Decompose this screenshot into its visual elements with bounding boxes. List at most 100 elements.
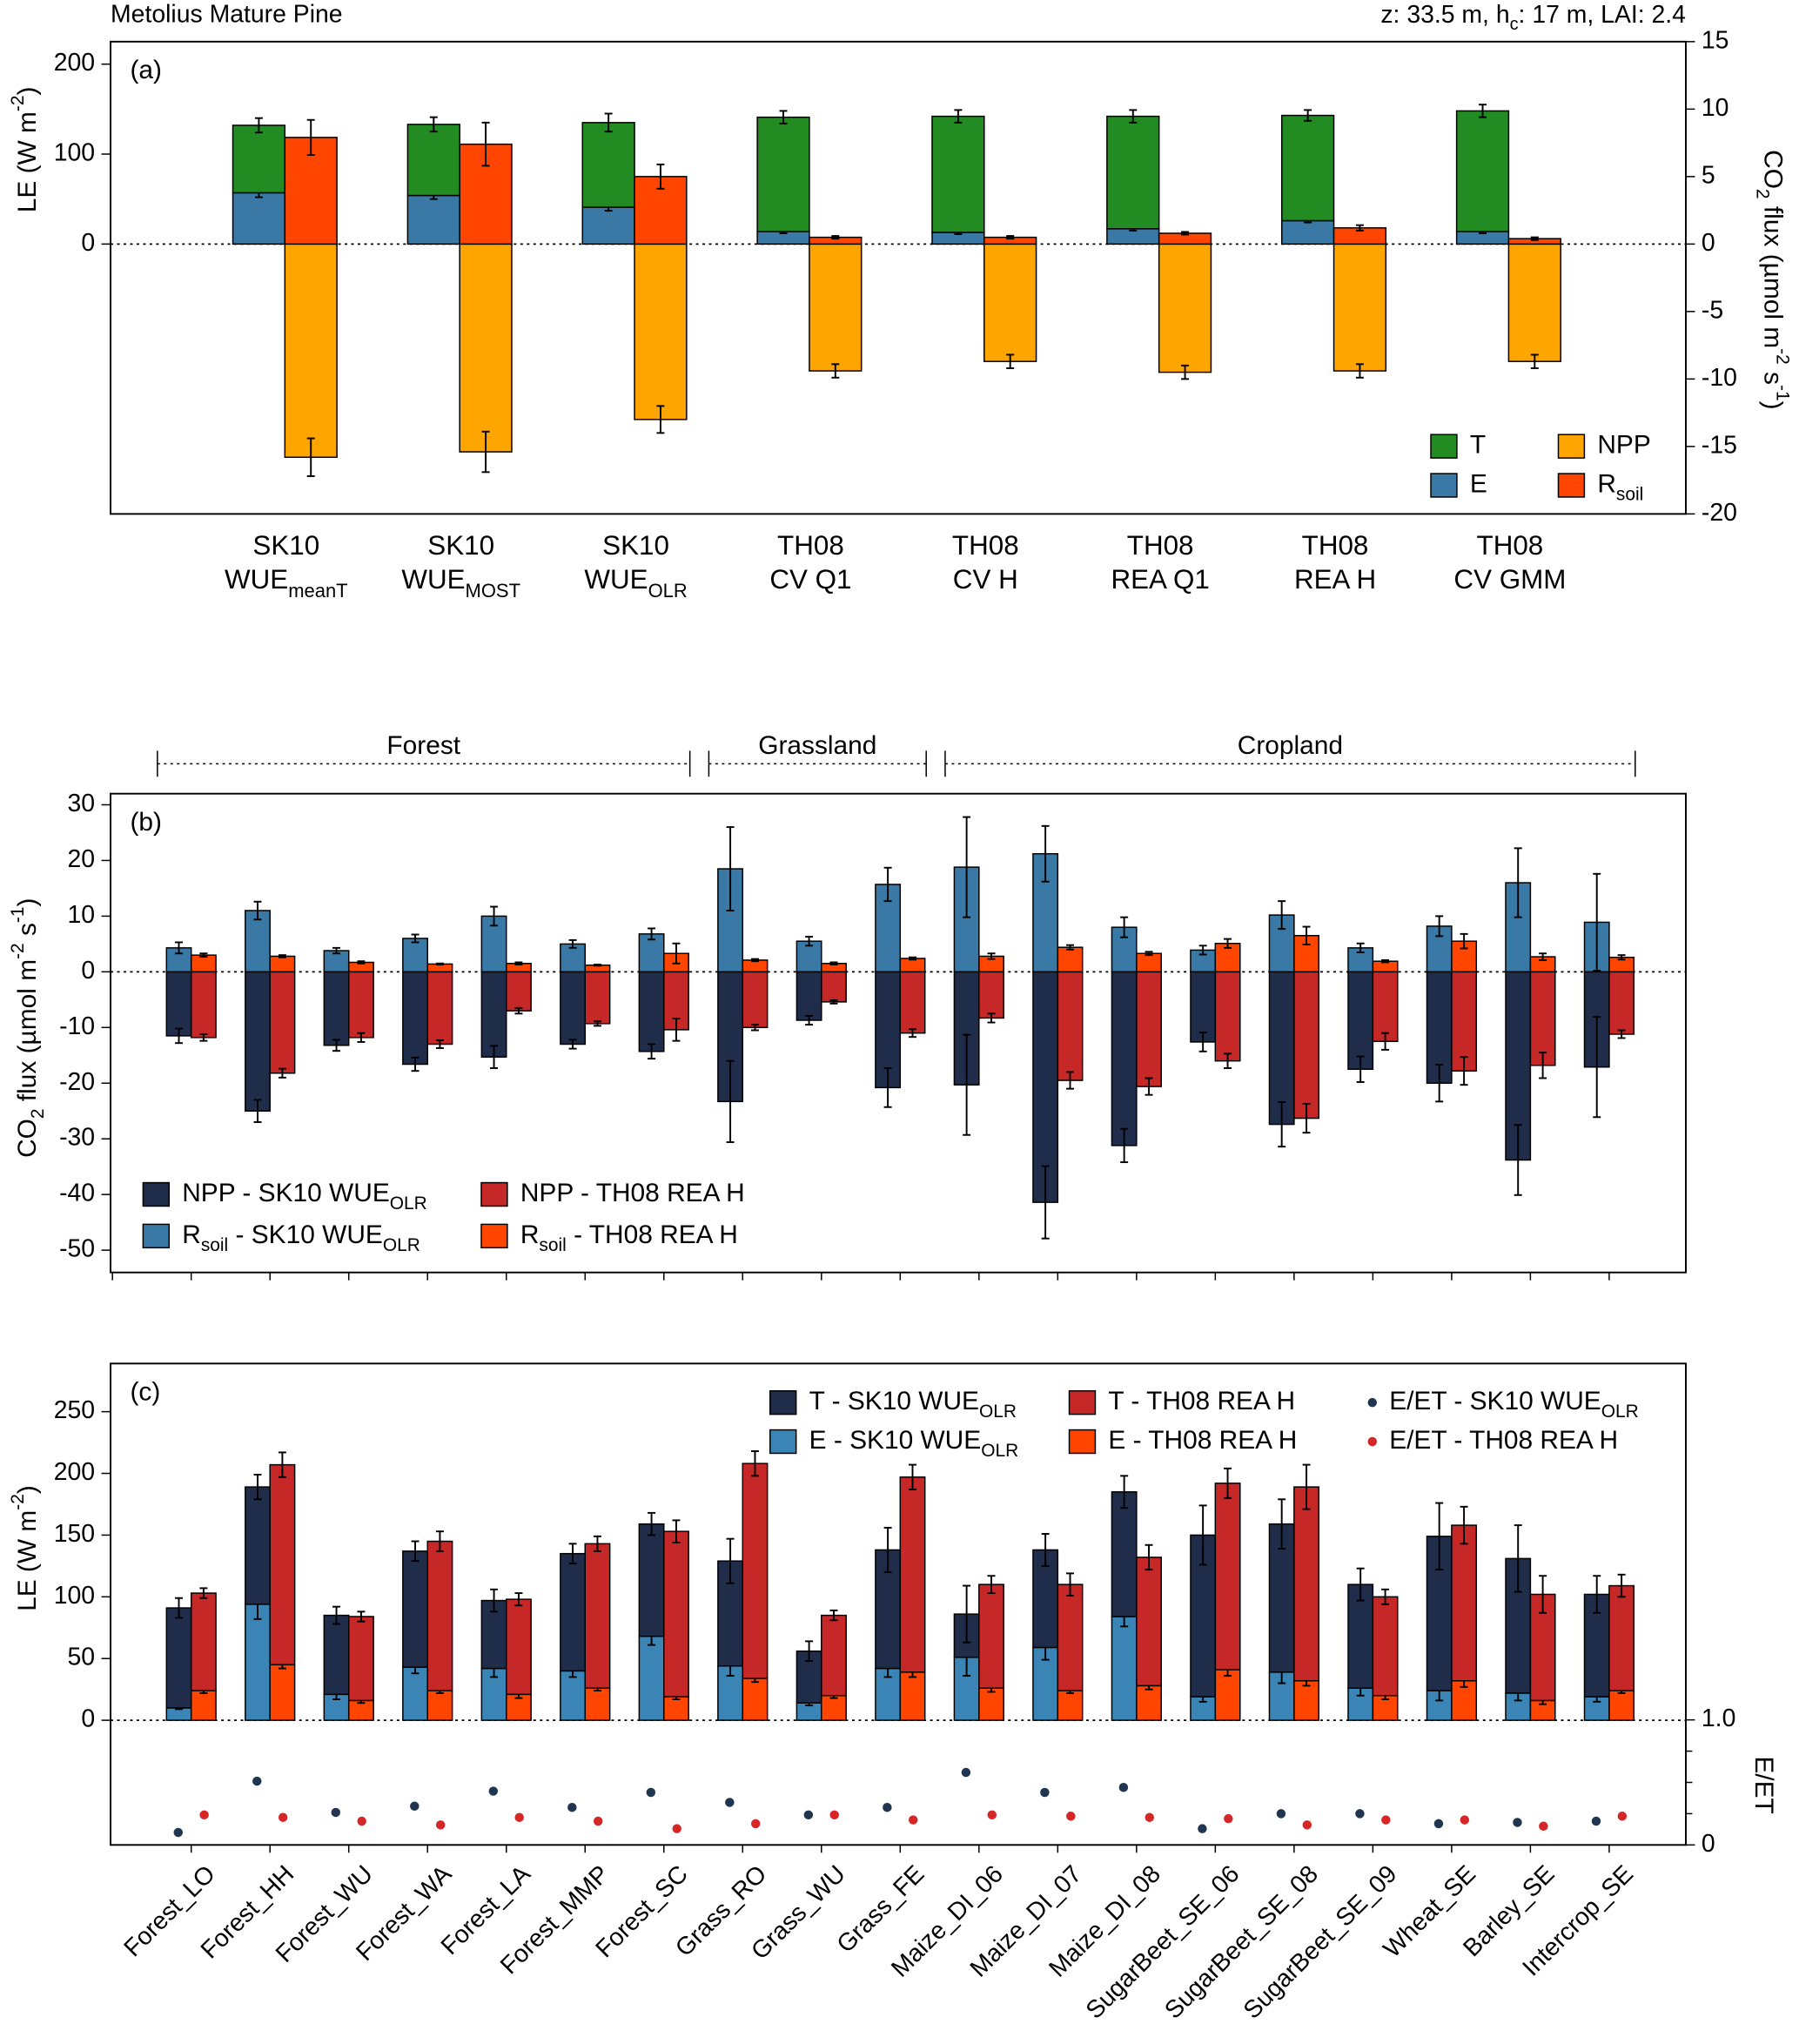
error-bar xyxy=(435,1530,444,1552)
legend-swatch xyxy=(769,1429,797,1455)
error-bar xyxy=(604,112,613,133)
text-part: R xyxy=(182,1220,201,1249)
error-bar xyxy=(909,1463,916,1490)
subscript: 2 xyxy=(1753,189,1773,199)
bar-segment xyxy=(459,243,513,453)
error-bar xyxy=(1539,1052,1547,1079)
error-bar xyxy=(253,900,262,921)
error-bar xyxy=(1302,1102,1311,1134)
error-bar xyxy=(1356,1567,1365,1602)
text-part: z: 33.5 m, h xyxy=(1380,0,1509,28)
bar-segment xyxy=(1057,946,1084,973)
bar-segment xyxy=(978,971,1004,1019)
subscript: soil xyxy=(1616,485,1643,505)
bar-segment xyxy=(1136,1684,1162,1721)
point xyxy=(278,1812,288,1822)
y-tick-label: -30 xyxy=(59,1124,95,1152)
bar-segment xyxy=(581,206,635,245)
error-bar xyxy=(1278,1498,1286,1550)
bar-segment xyxy=(899,958,926,973)
legend-label: Rsoil xyxy=(1597,469,1643,504)
text-part: s xyxy=(1759,365,1788,385)
text-part: LE (W m xyxy=(13,111,42,212)
error-bar xyxy=(1198,1504,1207,1566)
y-tick-label: 30 xyxy=(68,790,96,817)
bar-segment xyxy=(190,1592,217,1691)
y-tick-label: -10 xyxy=(59,1012,95,1040)
error-bar xyxy=(1120,916,1129,938)
text-part: WUE xyxy=(401,564,465,595)
bar-segment xyxy=(1214,971,1241,1062)
bar-segment xyxy=(245,1486,271,1605)
error-bar xyxy=(750,1450,759,1477)
bar-segment xyxy=(402,1666,428,1721)
error-bar xyxy=(1617,1029,1626,1039)
error-bar xyxy=(357,1032,366,1043)
y-tick-label: 100 xyxy=(54,139,95,167)
point xyxy=(488,1786,499,1796)
error-bar xyxy=(909,956,916,961)
bar-segment xyxy=(638,1523,665,1637)
x-tick-label: TH08 xyxy=(952,531,1019,561)
error-bar xyxy=(1530,236,1539,241)
bar-segment xyxy=(742,1678,769,1721)
bar-segment xyxy=(1190,971,1217,1043)
point xyxy=(357,1816,366,1826)
bar-segment xyxy=(978,1687,1004,1721)
bar-segment xyxy=(480,971,507,1058)
error-bar xyxy=(672,1018,681,1042)
group-label: Cropland xyxy=(1238,731,1343,760)
y-tick-label: 0 xyxy=(81,957,95,985)
bar-segment xyxy=(663,1696,689,1721)
chart-subtitle: z: 33.5 m, hc: 17 m, LAI: 2.4 xyxy=(1380,0,1686,34)
y-tick-label: 200 xyxy=(54,49,95,77)
text-part: TH08 xyxy=(1477,531,1544,561)
text-part: TH08 xyxy=(952,531,1019,561)
y-tick-label: 250 xyxy=(54,1396,95,1424)
error-bar xyxy=(1066,944,1075,951)
text-part: CV Q1 xyxy=(769,564,851,595)
text-part: SK10 xyxy=(427,531,494,561)
bar-segment xyxy=(1332,243,1387,372)
bar-segment xyxy=(1111,1491,1138,1617)
legend-label: NPP - TH08 REA H xyxy=(520,1179,745,1207)
bar-segment xyxy=(506,971,532,1012)
error-bar xyxy=(1145,951,1153,957)
bar-segment xyxy=(269,1664,296,1721)
superscript: -2 xyxy=(8,1494,28,1510)
y2-tick-label: 0 xyxy=(1702,229,1715,257)
legend-swatch xyxy=(1557,434,1586,459)
legend-swatch xyxy=(1557,473,1586,498)
text-part: SK10 xyxy=(252,531,319,561)
error-bar xyxy=(1198,945,1207,956)
subscript: OLR xyxy=(648,580,688,602)
error-bar xyxy=(1224,1467,1232,1499)
error-bar xyxy=(306,437,315,477)
text-part: CV GMM xyxy=(1453,564,1566,595)
bar-segment xyxy=(1136,971,1162,1087)
text-part: flux (µmol m xyxy=(13,959,42,1109)
legend-label: E/ET - TH08 REA H xyxy=(1389,1426,1618,1455)
bar-segment xyxy=(245,1604,271,1721)
bar-segment xyxy=(931,115,985,233)
y2-axis-label: CO2 flux (µmol m-2 s-1) xyxy=(1753,150,1793,409)
subscript: soil xyxy=(539,1235,566,1255)
error-bar xyxy=(435,1039,444,1049)
text-part: R xyxy=(1597,469,1616,498)
error-bar xyxy=(411,1056,420,1072)
error-bar xyxy=(829,961,838,966)
superscript: -2 xyxy=(8,943,28,959)
error-bar xyxy=(648,927,656,941)
error-bar xyxy=(1435,1502,1444,1571)
y-tick-label: 50 xyxy=(68,1644,96,1671)
point xyxy=(646,1787,656,1798)
bar-segment xyxy=(1372,971,1399,1043)
subscript: MOST xyxy=(466,580,520,602)
subscript: meanT xyxy=(288,580,347,602)
subscript: soil xyxy=(201,1235,228,1255)
error-bar xyxy=(253,1099,262,1124)
error-bar xyxy=(1617,954,1626,961)
error-bar xyxy=(175,1597,183,1619)
error-bar xyxy=(954,109,963,124)
